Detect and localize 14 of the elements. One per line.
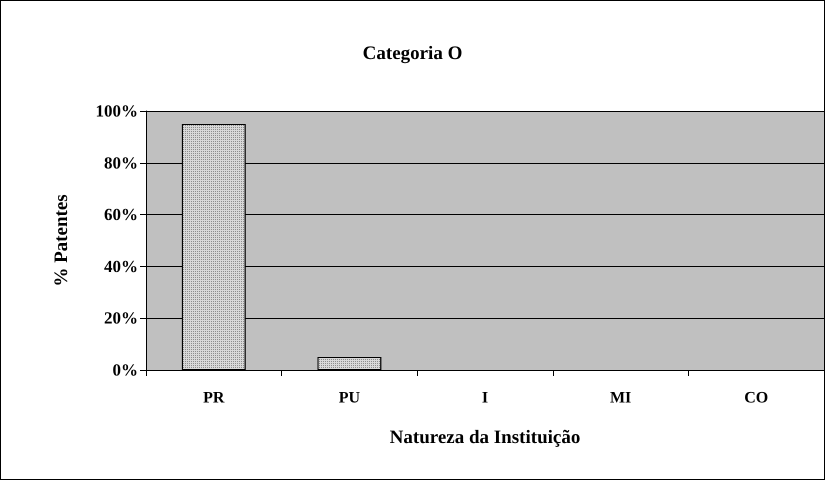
x-tick-label: PU	[338, 390, 361, 406]
x-axis-title: Natureza da Instituição	[390, 427, 580, 448]
y-tick-label: 80%	[104, 153, 138, 172]
x-tick-label: PR	[203, 390, 225, 406]
y-tick-label: 60%	[104, 205, 138, 224]
y-tick-label: 0%	[112, 360, 138, 380]
x-tick-label: MI	[610, 390, 632, 406]
y-tick-label: 100%	[96, 102, 138, 120]
y-axis-title: % Patentes	[51, 194, 72, 287]
chart-title: Categoria O	[362, 43, 462, 64]
y-tick-label: 20%	[104, 308, 138, 328]
x-tick-label: CO	[744, 390, 768, 406]
x-tick-label: I	[482, 390, 488, 406]
y-tick-label: 40%	[104, 256, 138, 276]
